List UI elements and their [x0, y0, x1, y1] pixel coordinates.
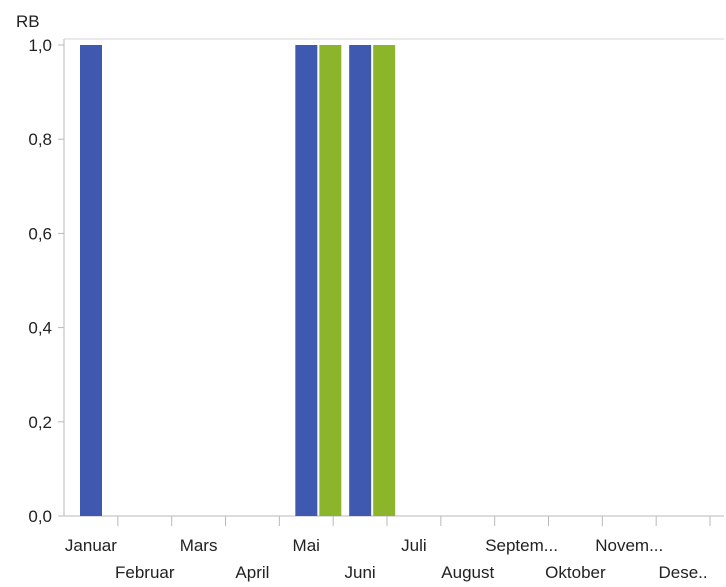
x-tick-label: Februar [115, 563, 175, 582]
y-tick-label: 0,8 [28, 130, 52, 149]
y-tick-label: 1,0 [28, 36, 52, 55]
bars [80, 45, 396, 516]
x-tick-label: Mai [293, 536, 320, 555]
x-axis: Januar Februar Mars April Mai Juni Juli August S… [64, 515, 724, 582]
bar [80, 45, 102, 516]
x-tick-label: Mars [180, 536, 218, 555]
bar [349, 45, 372, 516]
y-axis: 1,0 0,8 0,6 0,4 0,2 0,0 [28, 36, 724, 526]
y-axis-title: RB [16, 12, 40, 31]
x-tick-label: Dese.. [659, 563, 708, 582]
x-tick-label: Juli [401, 536, 427, 555]
x-tick-label: Juni [344, 563, 375, 582]
y-tick-label: 0,4 [28, 319, 52, 338]
bar [319, 45, 342, 516]
x-tick-label: April [235, 563, 269, 582]
bar [295, 45, 318, 516]
y-tick-label: 0,0 [28, 507, 52, 526]
bar [373, 45, 396, 516]
x-tick-label: Januar [65, 536, 117, 555]
x-tick-label: Septem... [485, 536, 558, 555]
x-tick-label: August [441, 563, 494, 582]
y-tick-label: 0,6 [28, 224, 52, 243]
x-tick-label: Oktober [545, 563, 606, 582]
x-tick-label: Novem... [595, 536, 663, 555]
y-tick-label: 0,2 [28, 413, 52, 432]
